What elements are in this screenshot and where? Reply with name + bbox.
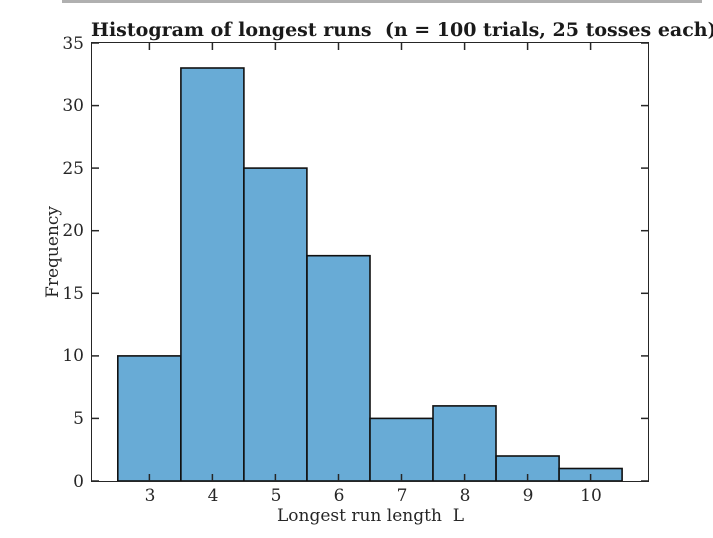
plot-area	[91, 42, 649, 482]
y-tick-label: 15	[62, 284, 84, 304]
histogram-bar	[432, 405, 497, 481]
y-tick-label: 20	[62, 221, 84, 241]
histogram-bar	[306, 254, 371, 481]
x-tick-label: 6	[333, 486, 345, 506]
x-tick-label: 3	[144, 486, 156, 506]
y-tick-label: 10	[62, 346, 84, 366]
y-tick-label: 30	[62, 96, 84, 116]
histogram-plot	[92, 43, 648, 481]
y-tick-label: 35	[62, 34, 84, 54]
x-tick-label: 4	[207, 486, 219, 506]
x-tick-label: 10	[580, 486, 602, 506]
x-axis-label: Longest run length L	[276, 506, 464, 526]
x-tick-label: 8	[459, 486, 471, 506]
x-tick-label: 5	[270, 486, 282, 506]
histogram-bar	[243, 167, 308, 481]
y-tick-label: 0	[73, 472, 84, 492]
y-tick-label: 5	[73, 409, 84, 429]
y-tick-label: 25	[62, 159, 84, 179]
x-tick-label: 7	[396, 486, 408, 506]
window-edge-strip	[62, 0, 702, 3]
histogram-bar	[116, 355, 182, 481]
chart-title: Histogram of longest runs (n = 100 trial…	[91, 19, 713, 41]
histogram-bar	[180, 67, 245, 481]
histogram-bar	[369, 417, 434, 481]
x-tick-label: 9	[522, 486, 534, 506]
